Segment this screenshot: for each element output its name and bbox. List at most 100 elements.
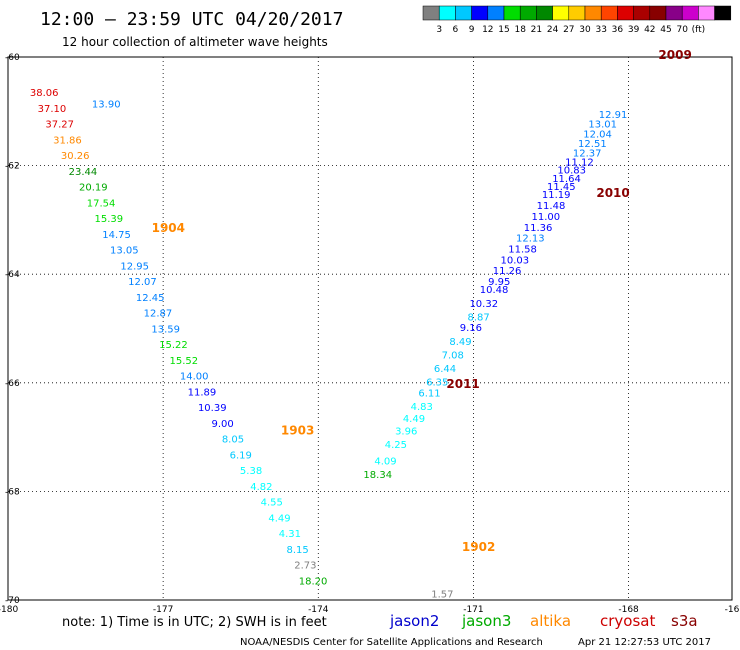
legend-swatch <box>438 5 456 21</box>
data-label: 11.00 <box>532 212 561 223</box>
legend-swatch <box>714 5 732 21</box>
data-label: 10.39 <box>198 403 227 414</box>
y-axis-ticks: -60 -62 -64 -66 -68 -70 <box>5 53 20 606</box>
data-label: 18.34 <box>363 470 392 481</box>
chart-title: 12:00 – 23:59 UTC 04/20/2017 <box>40 9 343 30</box>
data-label: 31.86 <box>53 135 82 146</box>
legend-swatch <box>568 5 586 21</box>
data-label: 10.32 <box>469 299 498 310</box>
x-tick-label: -171 <box>463 605 483 615</box>
legend-label: 42 <box>644 25 655 35</box>
data-label: 11.48 <box>537 201 566 212</box>
source-altika: altika <box>530 612 571 630</box>
data-label: 4.49 <box>403 414 425 425</box>
data-label: 14.00 <box>180 372 209 383</box>
data-label: 12.37 <box>573 148 602 159</box>
data-label: 11.36 <box>524 223 553 234</box>
data-label: 9.95 <box>488 277 510 288</box>
legend-label: 45 <box>660 25 671 35</box>
y-tick-label: -66 <box>5 379 20 389</box>
y-tick-label: -68 <box>5 487 20 497</box>
legend-label: 6 <box>453 25 459 35</box>
data-label: 11.58 <box>508 244 537 255</box>
data-label: 6.19 <box>230 450 252 461</box>
legend-label: (ft) <box>692 25 706 35</box>
data-label: 20.19 <box>79 183 108 194</box>
data-label: 9.16 <box>460 323 482 334</box>
data-label: 8.15 <box>286 545 308 556</box>
x-tick-label: -174 <box>308 605 329 615</box>
source-s3a: s3a <box>671 612 698 630</box>
data-label: 13.59 <box>151 324 180 335</box>
data-label: 4.82 <box>250 482 272 493</box>
legend-label: 18 <box>514 25 526 35</box>
data-label: 23.44 <box>69 167 98 178</box>
data-label: 1.57 <box>431 589 453 600</box>
footer-note: note: 1) Time is in UTC; 2) SWH is in fe… <box>62 615 327 630</box>
data-label: 15.39 <box>95 214 124 225</box>
data-label: 11.45 <box>547 182 576 193</box>
data-label: 10.48 <box>480 285 509 296</box>
data-label: 4.31 <box>279 529 301 540</box>
data-label: 8.87 <box>467 312 489 323</box>
legend-swatch <box>536 5 553 21</box>
legend-label: 70 <box>676 25 688 35</box>
data-label: 14.75 <box>102 230 131 241</box>
legend-swatch <box>584 5 602 21</box>
x-axis-ticks: -180 -177 -174 -171 -168 -16 <box>0 605 740 615</box>
legend-label: 12 <box>482 25 493 35</box>
x-tick-label: -177 <box>153 605 173 615</box>
plot-frame <box>7 56 733 601</box>
legend-swatch <box>552 5 570 21</box>
data-label: 37.27 <box>45 120 74 131</box>
data-label: 11.89 <box>188 387 217 398</box>
data-label: 30.26 <box>61 151 90 162</box>
source-jason3: jason3 <box>461 612 511 630</box>
legend-swatch <box>617 5 634 21</box>
data-label: 4.09 <box>374 456 396 467</box>
legend-swatch <box>681 5 699 21</box>
x-tick-label: -16 <box>725 605 740 615</box>
y-tick-label: -64 <box>5 270 20 280</box>
data-label: 11.19 <box>542 190 571 201</box>
data-label: 10.83 <box>557 166 586 177</box>
data-label: 6.11 <box>418 388 440 399</box>
legend-label: 24 <box>547 25 559 35</box>
data-label: 3.96 <box>395 426 417 437</box>
legend-swatch <box>633 5 651 21</box>
data-label: 12.91 <box>599 110 628 121</box>
legend-swatch <box>455 5 472 21</box>
legend-swatch <box>665 5 683 21</box>
credit-text: NOAA/NESDIS Center for Satellite Applica… <box>240 637 543 648</box>
data-label: 8.05 <box>222 435 244 446</box>
chart-subtitle: 12 hour collection of altimeter wave hei… <box>62 35 328 49</box>
data-label: 12.07 <box>128 277 157 288</box>
data-label: 13.90 <box>92 99 121 110</box>
legend-label: 27 <box>563 25 574 35</box>
data-label: 37.10 <box>38 104 67 115</box>
legend-swatch <box>487 5 505 21</box>
legend-label: 30 <box>579 25 591 35</box>
time-label: 1904 <box>152 221 185 235</box>
legend-label: 15 <box>498 25 509 35</box>
satellite-source-legend: jason2 jason3 altika cryosat s3a <box>389 612 698 630</box>
legend-swatch <box>503 5 521 21</box>
data-label: 18.20 <box>299 576 328 587</box>
data-label: 11.12 <box>565 158 594 169</box>
legend-swatch <box>519 5 537 21</box>
data-label: 12.04 <box>583 129 612 140</box>
data-label: 17.54 <box>87 198 116 209</box>
data-label: 13.01 <box>588 120 617 131</box>
legend-swatch <box>422 5 440 21</box>
data-label: 9.00 <box>211 419 233 430</box>
y-tick-label: -70 <box>5 596 20 606</box>
time-labels: 2009 2010 2011 1904 1903 1902 <box>152 48 692 554</box>
time-label: 2010 <box>596 186 629 200</box>
data-label: 4.55 <box>261 498 283 509</box>
data-label: 12.13 <box>516 234 545 245</box>
time-label: 1902 <box>462 540 495 554</box>
legend-label: 33 <box>595 25 606 35</box>
data-label: 12.95 <box>120 261 149 272</box>
color-legend: 3 6 9 12 15 18 21 24 27 30 33 36 39 42 45 70 (ft) <box>422 5 732 35</box>
